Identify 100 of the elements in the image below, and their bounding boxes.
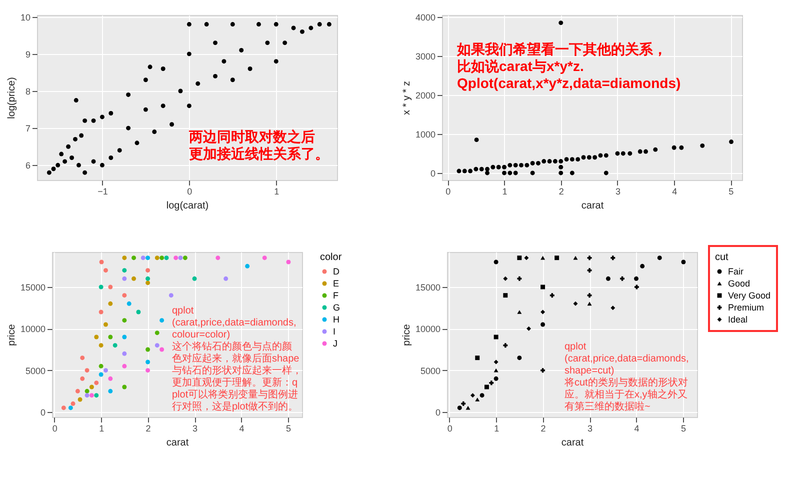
point (140, 256, 146, 260)
point (84, 368, 90, 373)
point (98, 343, 104, 348)
point (108, 284, 113, 290)
legend-label: Premium (728, 302, 764, 312)
point (122, 318, 127, 323)
point (620, 151, 626, 156)
point (494, 376, 498, 381)
point (98, 310, 104, 314)
legend-label: Fair (728, 266, 744, 276)
point (174, 256, 178, 260)
y-tick-label: 15000 (20, 282, 46, 292)
point (80, 376, 85, 381)
point (634, 276, 638, 281)
y-tick-label: 6 (25, 160, 30, 171)
point (239, 48, 244, 52)
point (517, 276, 522, 281)
point (604, 170, 608, 176)
point (530, 160, 535, 166)
point (112, 343, 118, 348)
point (117, 148, 122, 153)
point (91, 118, 96, 123)
legend-label: Very Good (728, 290, 771, 300)
legend-title: cut (715, 252, 729, 263)
point (610, 256, 616, 260)
x-axis-title: carat (561, 438, 584, 448)
point (679, 145, 684, 150)
point (462, 168, 467, 174)
point (132, 256, 136, 260)
point (570, 170, 574, 176)
point (182, 256, 188, 260)
point (485, 170, 490, 176)
point (470, 393, 475, 398)
point (70, 156, 74, 160)
x-tick-label: 0 (52, 424, 58, 434)
y-tick-label: 0 (435, 408, 440, 418)
point (502, 164, 506, 170)
point (508, 170, 512, 176)
point (146, 347, 150, 352)
point (213, 74, 218, 78)
point (186, 22, 192, 26)
point (672, 145, 676, 150)
point (587, 268, 592, 273)
point (196, 81, 200, 86)
point (98, 372, 104, 377)
point (494, 368, 498, 372)
point (640, 264, 645, 268)
x-tick-label: 5 (728, 186, 734, 196)
point (84, 388, 90, 394)
point (475, 356, 480, 360)
point (178, 256, 183, 260)
point (224, 276, 228, 281)
point (540, 284, 546, 290)
point (76, 162, 81, 168)
point (587, 293, 592, 298)
point (485, 166, 490, 172)
point (143, 107, 148, 112)
point (558, 170, 564, 176)
legend-title: color (320, 252, 342, 263)
y-tick-label: 9 (25, 49, 30, 60)
point (56, 162, 60, 168)
point (479, 166, 484, 172)
text: qplot (carat,price,data=diamonds,colour=color) 这个将钻石的颜色与点的颜色对应起来，就像后面shape与钻石的形状对应起来一样，更加直观便于理解。更新：qplot可以将类别变量与图例进行对照，这是plot做不到的。 (172, 306, 302, 413)
point (126, 92, 131, 97)
point (484, 384, 489, 390)
x-tick-label: 0 (447, 424, 452, 434)
x-tick-label: 4 (634, 424, 640, 434)
point (152, 130, 157, 134)
point (146, 280, 150, 286)
point (530, 170, 535, 176)
legend-label: Good (728, 278, 750, 288)
point (84, 393, 90, 398)
point (192, 276, 197, 281)
point (143, 78, 148, 82)
point (108, 376, 113, 381)
point (122, 351, 127, 356)
point (536, 160, 540, 166)
point (82, 118, 88, 123)
x-tick-label: 1 (494, 424, 500, 434)
point (576, 157, 580, 162)
point (51, 166, 56, 172)
x-tick-label: 1 (274, 186, 280, 196)
point (628, 151, 632, 156)
y-tick-label: 4000 (415, 12, 436, 22)
legend-label: F (333, 290, 339, 300)
point (122, 364, 127, 368)
x-axis-title: carat (166, 438, 189, 448)
legend-label: J (333, 338, 338, 348)
point (657, 256, 662, 260)
point (99, 260, 104, 264)
point (496, 164, 501, 170)
point (73, 136, 78, 142)
y-tick-label: 7 (25, 124, 30, 134)
y-tick-label: 0 (40, 408, 46, 418)
point (653, 147, 658, 152)
point (204, 22, 209, 26)
point (186, 52, 192, 56)
point (517, 310, 522, 314)
point (245, 264, 250, 268)
point (89, 393, 94, 398)
